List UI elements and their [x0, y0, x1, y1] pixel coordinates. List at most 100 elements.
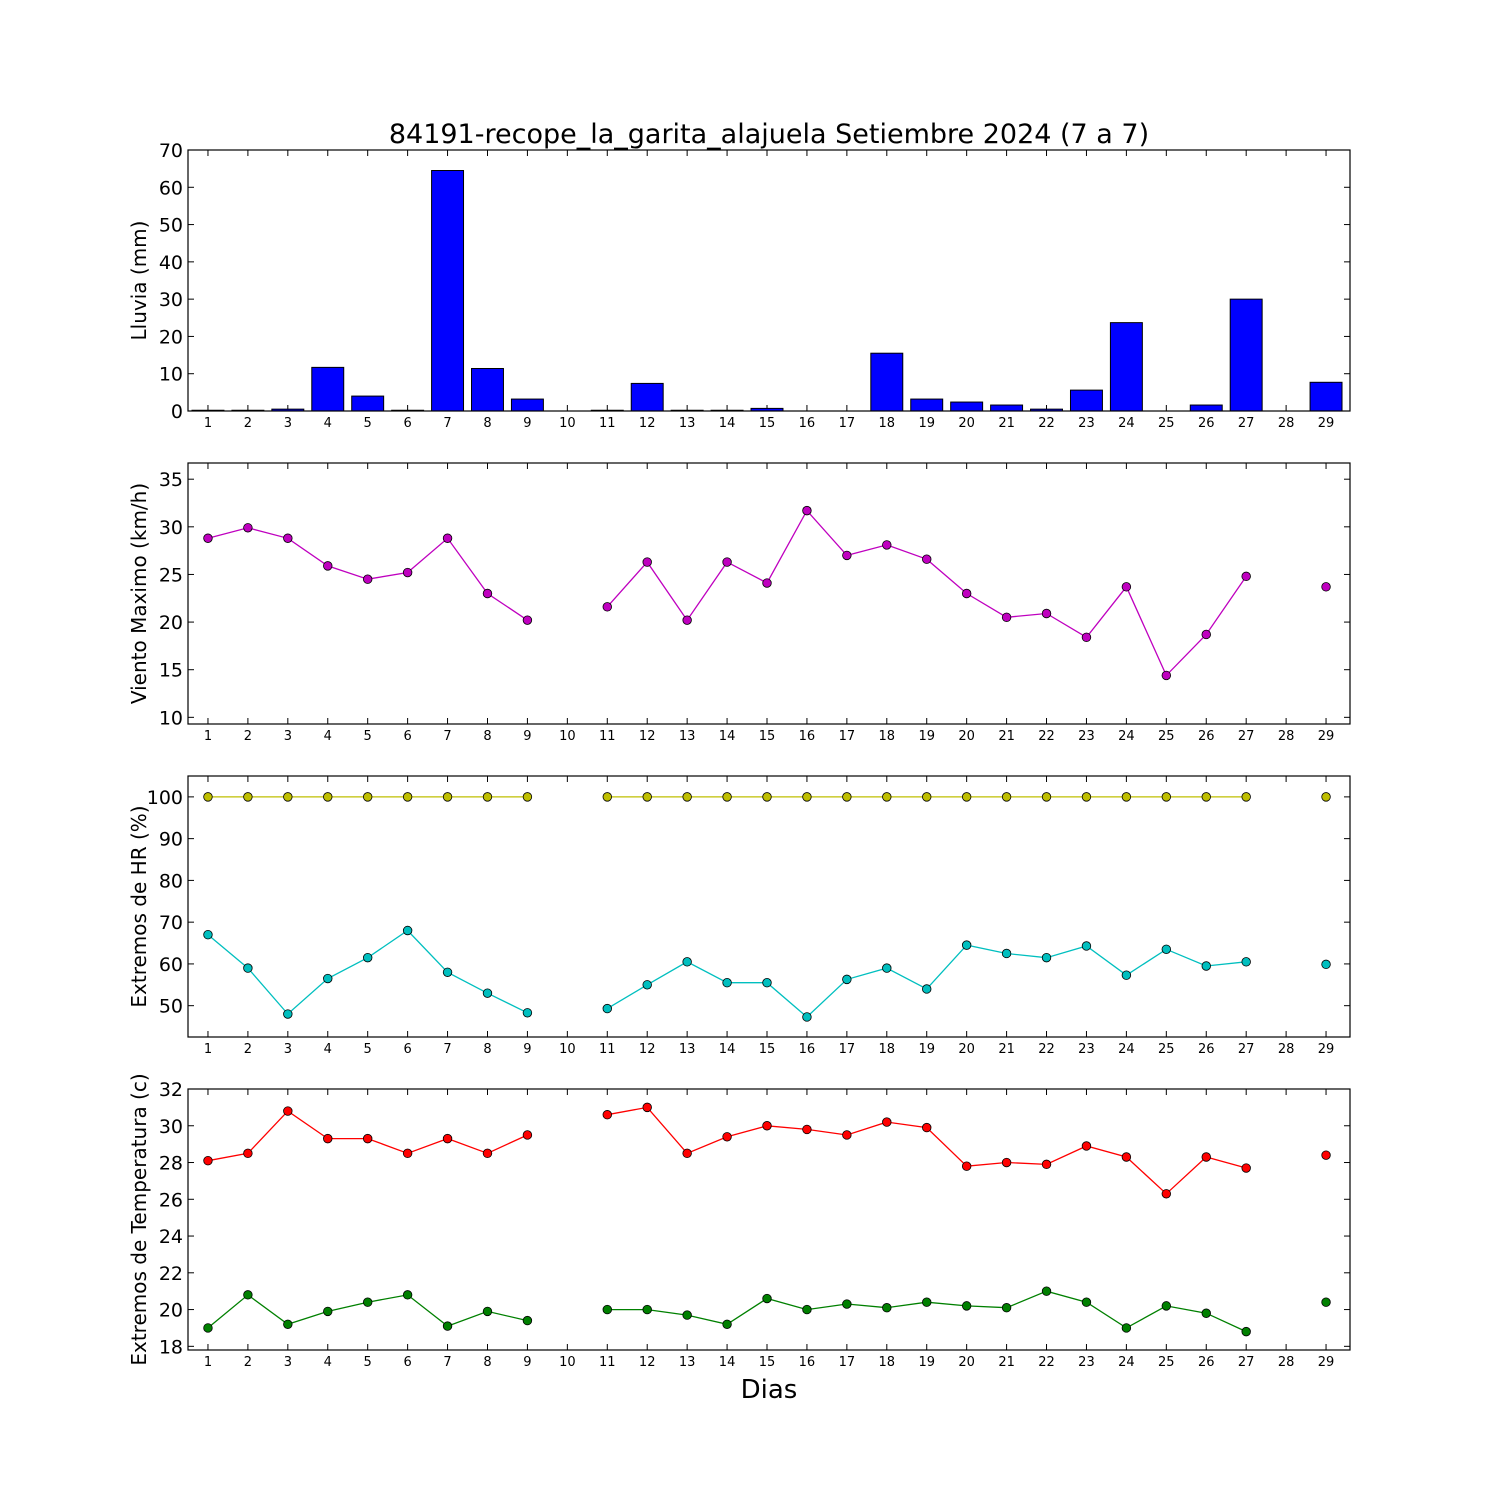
y-tick-label: 20 [159, 612, 183, 634]
x-tick-label: 5 [364, 729, 372, 744]
x-tick-label: 24 [1118, 1355, 1135, 1370]
series-2-point [323, 973, 333, 984]
series-2-point [482, 1306, 493, 1317]
x-tick-label: 24 [1118, 1042, 1135, 1057]
series-2-point [1201, 1308, 1211, 1318]
bar-day-26 [1189, 404, 1223, 412]
series-1-point [402, 567, 413, 578]
y-tick-label: 60 [159, 177, 183, 199]
x-tick-label: 15 [759, 416, 776, 431]
x-tick-label: 14 [719, 729, 736, 744]
series-1-point [1001, 612, 1012, 623]
x-tick-label: 24 [1118, 729, 1135, 744]
x-tick-label: 10 [559, 416, 576, 431]
y-tick-label: 100 [147, 787, 183, 809]
x-tick-label: 22 [1038, 1355, 1055, 1370]
x-tick-label: 25 [1158, 729, 1175, 744]
series-1-point [1321, 582, 1331, 592]
series-1-point [1121, 792, 1132, 802]
x-tick-label: 7 [443, 1042, 451, 1057]
x-tick-label: 8 [483, 1042, 491, 1057]
x-tick-label: 26 [1198, 1355, 1215, 1370]
x-tick-label: 27 [1238, 416, 1255, 431]
x-tick-label: 25 [1158, 1042, 1175, 1057]
series-1-line [607, 1106, 1247, 1195]
y-tick-label: 15 [159, 660, 183, 682]
bar-day-19 [910, 398, 944, 412]
x-tick-label: 27 [1238, 729, 1255, 744]
x-tick-label: 6 [403, 416, 411, 431]
x-tick-label: 13 [679, 1355, 696, 1370]
series-1-point [323, 561, 333, 571]
series-1-point [882, 540, 892, 550]
axes-frame [187, 1088, 1351, 1351]
x-tick-label: 27 [1238, 1042, 1255, 1057]
x-tick-label: 9 [523, 1042, 531, 1057]
series-2-point [362, 1297, 373, 1307]
x-tick-label: 22 [1038, 729, 1055, 744]
x-tick-label: 8 [483, 729, 491, 744]
series-1-point [802, 792, 812, 802]
series-1-point [602, 1110, 612, 1120]
series-2-point [522, 1315, 533, 1326]
x-tick-label: 11 [599, 1355, 616, 1370]
series-1-point [762, 792, 772, 802]
series-2-point [922, 984, 932, 994]
series-1-point [283, 1106, 293, 1116]
x-tick-label: 9 [523, 729, 531, 744]
series-2-point [642, 980, 652, 990]
series-1-point [922, 1122, 932, 1133]
x-tick-label: 23 [1078, 729, 1095, 744]
x-tick-label: 1 [204, 416, 212, 431]
y-tick-label: 90 [159, 829, 183, 851]
x-tick-label: 21 [998, 416, 1015, 431]
x-tick-label: 27 [1238, 1355, 1255, 1370]
series-1-point [762, 1121, 772, 1131]
series-1-point [842, 1130, 852, 1140]
series-1-point [522, 792, 533, 802]
x-tick-label: 9 [523, 416, 531, 431]
x-tick-label: 9 [523, 1355, 531, 1370]
series-1-point [442, 1133, 453, 1144]
y-tick-label: 35 [159, 469, 183, 491]
y-tick-label: 70 [159, 140, 183, 162]
x-tick-label: 28 [1278, 1355, 1295, 1370]
series-1-point [323, 1133, 333, 1144]
series-1-point [442, 533, 453, 543]
y-tick-label: 80 [159, 870, 183, 892]
series-1-point [203, 1155, 213, 1166]
series-1-point [1121, 582, 1132, 592]
x-tick-label: 19 [918, 729, 935, 744]
x-tick-label: 6 [403, 729, 411, 744]
x-tick-label: 20 [958, 1042, 975, 1057]
series-1-point [1201, 629, 1211, 640]
series-1-point [1041, 792, 1052, 802]
x-tick-label: 19 [918, 416, 935, 431]
x-tick-label: 26 [1198, 416, 1215, 431]
series-1-line [606, 509, 1247, 677]
y-tick-label: 30 [159, 1116, 183, 1138]
series-1-point [961, 588, 972, 599]
x-tick-label: 29 [1318, 1355, 1335, 1370]
x-tick-label: 18 [879, 1355, 896, 1370]
series-2-line [606, 944, 1247, 1018]
x-tick-label: 8 [483, 1355, 491, 1370]
series-1-point [522, 1130, 533, 1140]
series-2-point [442, 1321, 453, 1331]
bar-day-24 [1109, 322, 1143, 412]
y-tick-label: 28 [159, 1153, 183, 1175]
series-2-point [1241, 957, 1251, 967]
x-tick-label: 17 [839, 416, 856, 431]
series-2-point [1121, 970, 1132, 980]
x-tick-label: 4 [324, 1355, 332, 1370]
x-tick-label: 21 [998, 1042, 1015, 1057]
series-1-point [203, 792, 213, 802]
x-tick-label: 11 [599, 729, 616, 744]
y-tick-label: 25 [159, 564, 183, 586]
x-tick-label: 20 [958, 1355, 975, 1370]
series-1-point [682, 1148, 692, 1159]
x-tick-label: 1 [204, 729, 212, 744]
